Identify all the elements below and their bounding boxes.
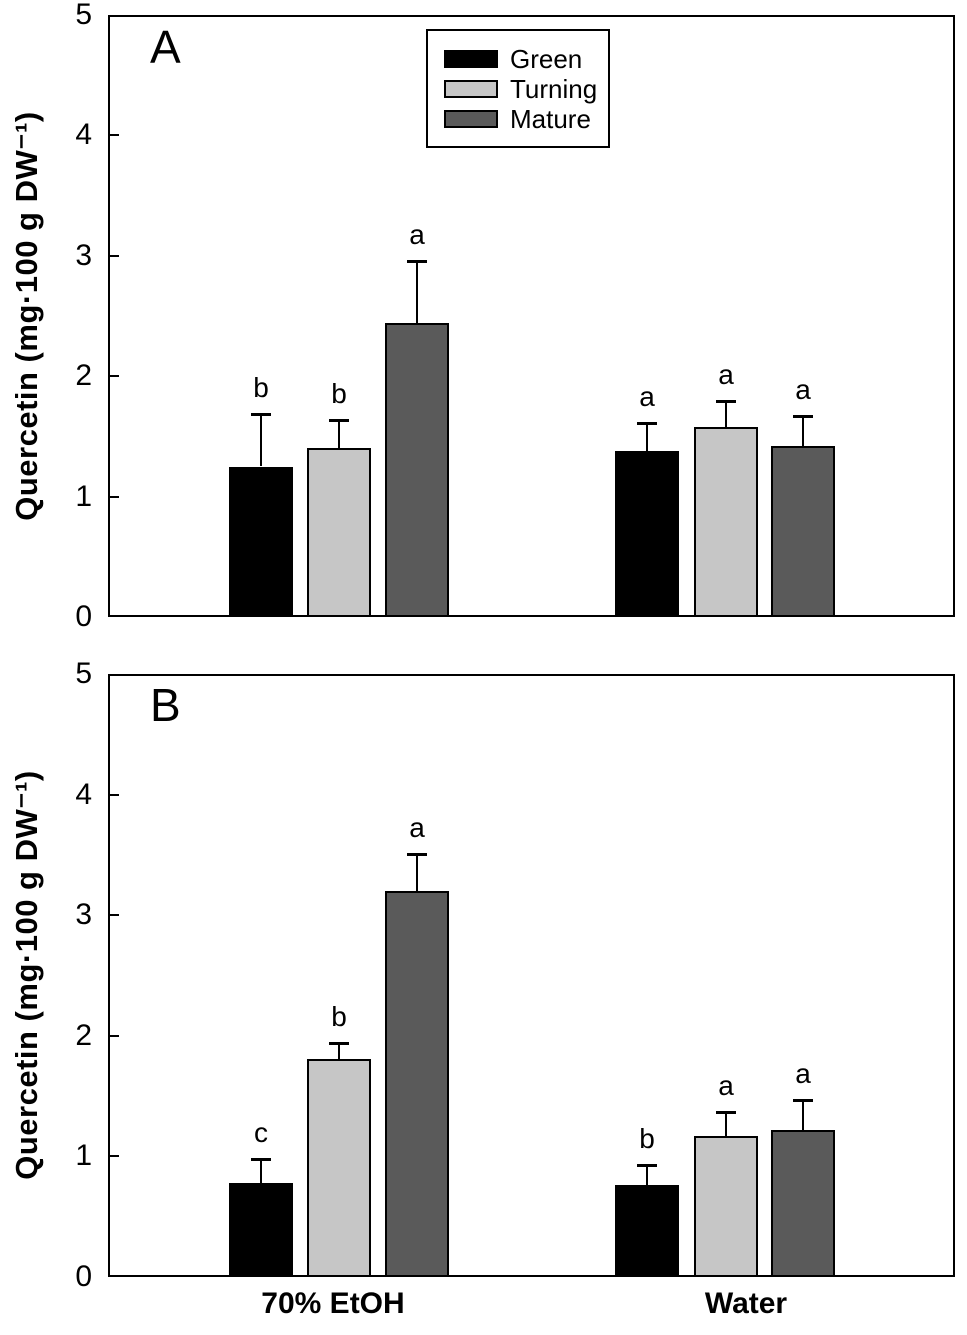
bar-b-70-etoh-turning: [307, 1058, 371, 1277]
significance-letter: a: [718, 1069, 734, 1101]
y-tick-label-panel-a: 2: [75, 359, 92, 393]
bar-a-water-green: [615, 450, 679, 617]
error-bar-cap: [637, 1163, 657, 1167]
error-bar-line: [802, 415, 804, 447]
panel-b-y-axis-title: Quercetin (mg·100 g DW⁻¹): [9, 770, 44, 1180]
significance-letter: a: [639, 381, 655, 413]
significance-letter: a: [795, 1057, 811, 1089]
mature-series-swatch: [444, 110, 498, 128]
bar-b-70-etoh-mature: [385, 891, 449, 1277]
error-bar-cap: [329, 1042, 349, 1046]
error-bar-cap: [716, 400, 736, 404]
legend-item-turning: Turning: [444, 74, 608, 104]
significance-letter: b: [639, 1122, 655, 1154]
y-tick-mark: [110, 134, 119, 137]
y-tick-label-panel-b: 4: [75, 777, 92, 811]
legend-label-green: Green: [510, 44, 583, 74]
panel-a-letter: A: [150, 21, 181, 73]
panel-a-plot-frame: [108, 15, 955, 617]
error-bar-line: [646, 423, 648, 451]
significance-letter: b: [253, 371, 269, 403]
legend-label-mature: Mature: [510, 104, 591, 134]
bar-b-water-turning: [694, 1135, 758, 1277]
y-tick-label-panel-a: 4: [75, 118, 92, 152]
error-bar-cap: [716, 1110, 736, 1114]
error-bar-cap: [407, 852, 427, 856]
bar-a-70-etoh-green: [229, 466, 293, 617]
significance-letter: a: [718, 359, 734, 391]
y-tick-mark: [110, 254, 119, 257]
green-series-swatch: [444, 50, 498, 68]
y-tick-label-panel-a: 0: [75, 600, 92, 633]
legend-item-mature: Mature: [444, 104, 608, 134]
y-tick-label-panel-b: 3: [75, 898, 92, 932]
bar-b-water-mature: [771, 1129, 835, 1277]
bar-a-water-turning: [694, 426, 758, 617]
error-bar-line: [416, 853, 418, 892]
y-tick-label-panel-b: 2: [75, 1018, 92, 1052]
error-bar-cap: [637, 422, 657, 426]
y-tick-mark: [110, 1034, 119, 1037]
legend-label-turning: Turning: [510, 74, 598, 104]
significance-letter: a: [409, 218, 425, 250]
error-bar-line: [416, 260, 418, 324]
bar-a-70-etoh-turning: [307, 448, 371, 617]
y-tick-mark: [110, 914, 119, 917]
y-tick-label-panel-b: 1: [75, 1139, 92, 1173]
bar-a-water-mature: [771, 446, 835, 617]
error-bar-line: [260, 1158, 262, 1183]
significance-letter: c: [254, 1116, 268, 1148]
y-tick-label-panel-b: 0: [75, 1260, 92, 1293]
y-tick-label-panel-a: 1: [75, 479, 92, 513]
significance-letter: a: [795, 373, 811, 405]
error-bar-line: [338, 1043, 340, 1059]
bar-b-70-etoh-green: [229, 1182, 293, 1277]
significance-letter: a: [409, 811, 425, 843]
panel-b-letter: B: [150, 679, 181, 731]
y-tick-mark: [110, 1155, 119, 1158]
significance-letter: b: [331, 1001, 347, 1033]
error-bar-line: [260, 413, 262, 467]
error-bar-cap: [329, 418, 349, 422]
error-bar-line: [646, 1164, 648, 1186]
error-bar-cap: [251, 412, 271, 416]
panel-a-y-axis-title: Quercetin (mg·100 g DW⁻¹): [9, 111, 44, 521]
y-tick-label-panel-a: 3: [75, 238, 92, 272]
error-bar-line: [802, 1099, 804, 1130]
y-tick-label-panel-b: 5: [75, 657, 92, 690]
y-tick-mark: [110, 495, 119, 498]
bar-b-water-green: [615, 1185, 679, 1277]
legend-item-green: Green: [444, 44, 608, 74]
error-bar-line: [725, 401, 727, 427]
panel-b-plot-frame: [108, 674, 955, 1277]
y-tick-label-panel-a: 5: [75, 0, 92, 31]
error-bar-line: [338, 419, 340, 449]
x-category-label-etoh: 70% EtOH: [261, 1287, 405, 1320]
error-bar-line: [725, 1111, 727, 1136]
turning-series-swatch: [444, 80, 498, 98]
y-tick-mark: [110, 375, 119, 378]
x-category-label-water: Water: [704, 1287, 788, 1320]
bar-a-70-etoh-mature: [385, 323, 449, 617]
error-bar-cap: [407, 259, 427, 263]
y-tick-mark: [110, 793, 119, 796]
error-bar-cap: [793, 414, 813, 418]
error-bar-cap: [251, 1157, 271, 1161]
legend-box: Green Turning Mature: [426, 29, 610, 148]
error-bar-cap: [793, 1098, 813, 1102]
significance-letter: b: [331, 377, 347, 409]
